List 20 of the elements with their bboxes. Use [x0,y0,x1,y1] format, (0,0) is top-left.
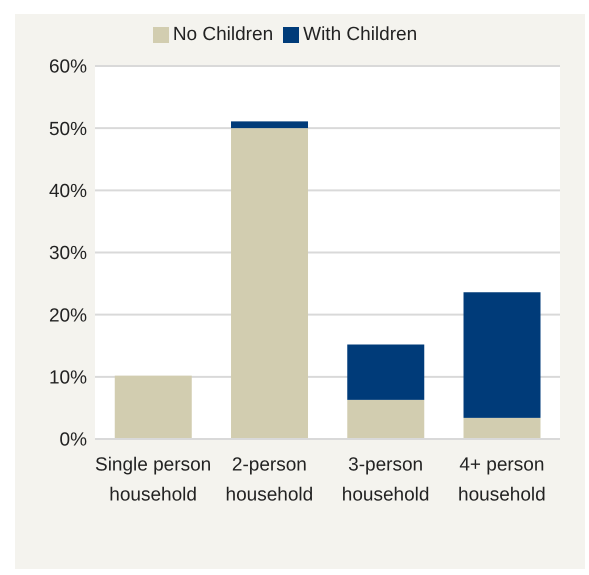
legend-label: With Children [303,24,418,45]
y-tick-label: 50% [48,118,88,140]
y-tick-label: 10% [48,368,88,389]
y-tick-label: 40% [48,181,88,202]
y-tick-label: 30% [48,243,88,264]
x-tick-label: 3-person household [342,454,430,506]
y-tick-label: 60% [48,56,88,78]
legend-label: No Children [172,24,274,45]
y-tick-label: 20% [48,305,88,326]
bar [231,121,308,128]
x-tick-label: 2-person household [226,454,314,506]
bar [464,418,541,439]
bar [231,128,308,439]
bar [347,344,424,400]
x-tick-label: Single person household [95,454,212,506]
x-tick-label: 4+ person household [458,454,546,506]
bar [114,376,192,439]
bar [464,292,541,418]
y-tick-label: 0% [60,430,88,451]
bar [347,400,424,439]
